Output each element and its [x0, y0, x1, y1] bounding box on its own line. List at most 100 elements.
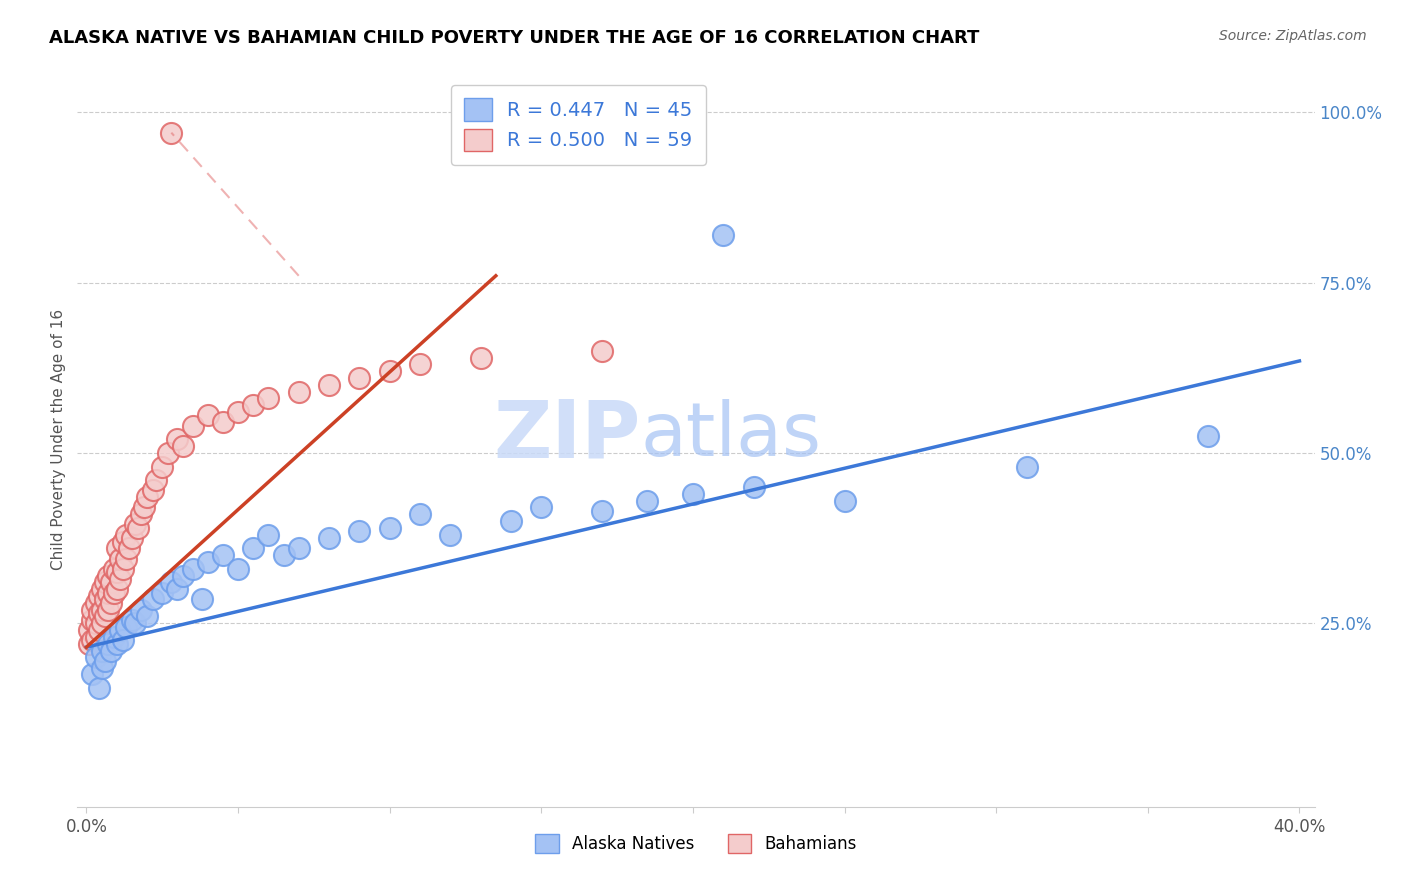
Point	[111, 534, 134, 549]
Point	[121, 531, 143, 545]
Point	[160, 126, 183, 140]
Point	[121, 613, 143, 627]
Point	[100, 596, 122, 610]
Point	[150, 459, 173, 474]
Point	[105, 582, 128, 597]
Point	[378, 364, 401, 378]
Point	[82, 667, 104, 681]
Point	[79, 623, 101, 637]
Point	[834, 493, 856, 508]
Point	[103, 562, 125, 576]
Point	[150, 585, 173, 599]
Point	[118, 541, 141, 556]
Point	[84, 650, 107, 665]
Point	[349, 371, 371, 385]
Point	[530, 500, 553, 515]
Legend: Alaska Natives, Bahamians: Alaska Natives, Bahamians	[527, 826, 865, 862]
Text: Source: ZipAtlas.com: Source: ZipAtlas.com	[1219, 29, 1367, 43]
Point	[181, 562, 204, 576]
Point	[409, 357, 432, 371]
Point	[166, 433, 188, 447]
Point	[499, 514, 522, 528]
Point	[82, 613, 104, 627]
Point	[129, 508, 152, 522]
Point	[439, 527, 461, 541]
Point	[82, 602, 104, 616]
Point	[108, 551, 131, 566]
Point	[97, 585, 120, 599]
Point	[105, 541, 128, 556]
Point	[711, 227, 734, 242]
Point	[181, 418, 204, 433]
Y-axis label: Child Poverty Under the Age of 16: Child Poverty Under the Age of 16	[51, 309, 66, 570]
Point	[378, 521, 401, 535]
Point	[190, 592, 212, 607]
Point	[157, 446, 180, 460]
Point	[349, 524, 371, 539]
Text: ALASKA NATIVE VS BAHAMIAN CHILD POVERTY UNDER THE AGE OF 16 CORRELATION CHART: ALASKA NATIVE VS BAHAMIAN CHILD POVERTY …	[49, 29, 980, 46]
Point	[115, 620, 138, 634]
Point	[682, 487, 704, 501]
Point	[111, 633, 134, 648]
Point	[136, 609, 159, 624]
Point	[87, 606, 110, 620]
Point	[108, 572, 131, 586]
Point	[142, 592, 165, 607]
Text: ZIP: ZIP	[494, 397, 640, 475]
Point	[108, 623, 131, 637]
Point	[591, 504, 613, 518]
Point	[742, 480, 765, 494]
Point	[90, 643, 112, 657]
Point	[591, 343, 613, 358]
Point	[103, 585, 125, 599]
Point	[103, 630, 125, 644]
Point	[82, 633, 104, 648]
Point	[257, 527, 280, 541]
Point	[409, 508, 432, 522]
Point	[97, 568, 120, 582]
Point	[257, 392, 280, 406]
Point	[142, 483, 165, 498]
Point	[160, 575, 183, 590]
Point	[226, 405, 249, 419]
Point	[115, 551, 138, 566]
Point	[87, 681, 110, 695]
Point	[90, 660, 112, 674]
Point	[87, 589, 110, 603]
Point	[172, 439, 194, 453]
Point	[93, 592, 115, 607]
Point	[93, 575, 115, 590]
Point	[172, 568, 194, 582]
Point	[273, 548, 295, 562]
Point	[287, 541, 309, 556]
Point	[136, 490, 159, 504]
Point	[100, 643, 122, 657]
Point	[93, 609, 115, 624]
Point	[129, 602, 152, 616]
Point	[470, 351, 492, 365]
Point	[84, 596, 107, 610]
Point	[105, 637, 128, 651]
Point	[111, 562, 134, 576]
Point	[287, 384, 309, 399]
Point	[84, 616, 107, 631]
Point	[212, 415, 235, 429]
Point	[115, 527, 138, 541]
Point	[242, 398, 264, 412]
Point	[127, 521, 149, 535]
Point	[132, 500, 155, 515]
Point	[90, 602, 112, 616]
Point	[90, 616, 112, 631]
Point	[1015, 459, 1038, 474]
Point	[79, 637, 101, 651]
Point	[124, 616, 146, 631]
Point	[87, 623, 110, 637]
Point	[124, 517, 146, 532]
Point	[145, 473, 167, 487]
Point	[226, 562, 249, 576]
Point	[105, 565, 128, 579]
Point	[90, 582, 112, 597]
Point	[1198, 429, 1220, 443]
Point	[97, 602, 120, 616]
Point	[197, 409, 219, 423]
